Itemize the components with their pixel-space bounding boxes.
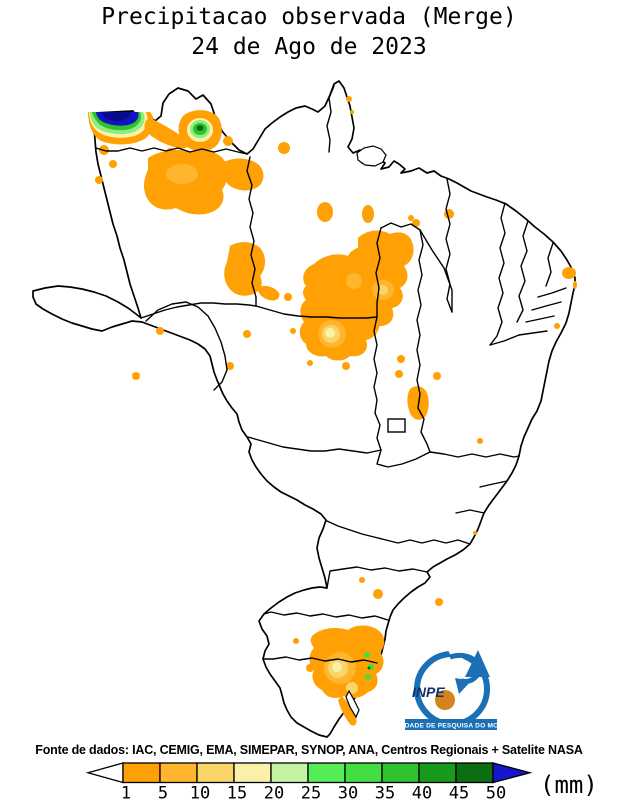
colorbar-cell	[122, 762, 161, 784]
colorbar-cell	[455, 762, 494, 784]
colorbar-cell	[233, 762, 272, 784]
distrito-federal-square	[387, 418, 406, 433]
colorbar-tick-label: 25	[301, 784, 321, 800]
marajo-island	[356, 145, 387, 167]
colorbar-right-arrow	[492, 762, 533, 784]
colorbar-left-arrow	[85, 762, 124, 784]
colorbar-cell	[344, 762, 383, 784]
logo-orange-ball	[435, 690, 455, 710]
logo-big-arrowhead	[465, 650, 490, 677]
map-date: 24 de Ago de 2023	[191, 34, 427, 60]
inpe-logo: INPE UNIDADE DE PESQUISA DO MCTIC	[393, 639, 510, 730]
colorbar-cell	[381, 762, 420, 784]
colorbar-tick-label: 5	[158, 784, 168, 800]
state-borders	[95, 85, 567, 664]
colorbar-cell	[196, 762, 235, 784]
colorbar-cell	[418, 762, 457, 784]
colorbar-cell	[270, 762, 309, 784]
colorbar: 1 5 10 15 20 25 30 35 40 45 50	[85, 762, 533, 800]
colorbar-cell	[159, 762, 198, 784]
logo-banner	[405, 719, 497, 730]
data-source-line: Fonte de dados: IAC, CEMIG, EMA, SIMEPAR…	[35, 743, 583, 757]
inpe-acronym: INPE	[412, 684, 445, 700]
map-title: Precipitacao observada (Merge)	[101, 4, 517, 30]
colorbar-tick-label: 45	[449, 784, 469, 800]
colorbar-tick-label: 50	[486, 784, 506, 800]
colorbar-tick-label: 20	[264, 784, 284, 800]
logo-banner-text: UNIDADE DE PESQUISA DO MCTIC	[393, 723, 510, 730]
colorbar-tick-label: 30	[338, 784, 358, 800]
colorbar-cell	[307, 762, 346, 784]
colorbar-unit-label: (mm)	[540, 771, 598, 799]
colorbar-tick-label: 40	[412, 784, 432, 800]
colorbar-tick-label: 10	[190, 784, 210, 800]
brazil-outline	[32, 80, 576, 738]
colorbar-tick-label: 15	[227, 784, 247, 800]
lagoa-dos-patos	[345, 689, 360, 719]
colorbar-tick-label: 35	[375, 784, 395, 800]
colorbar-tick-label: 1	[121, 784, 131, 800]
logo-small-arrowhead	[455, 678, 471, 694]
